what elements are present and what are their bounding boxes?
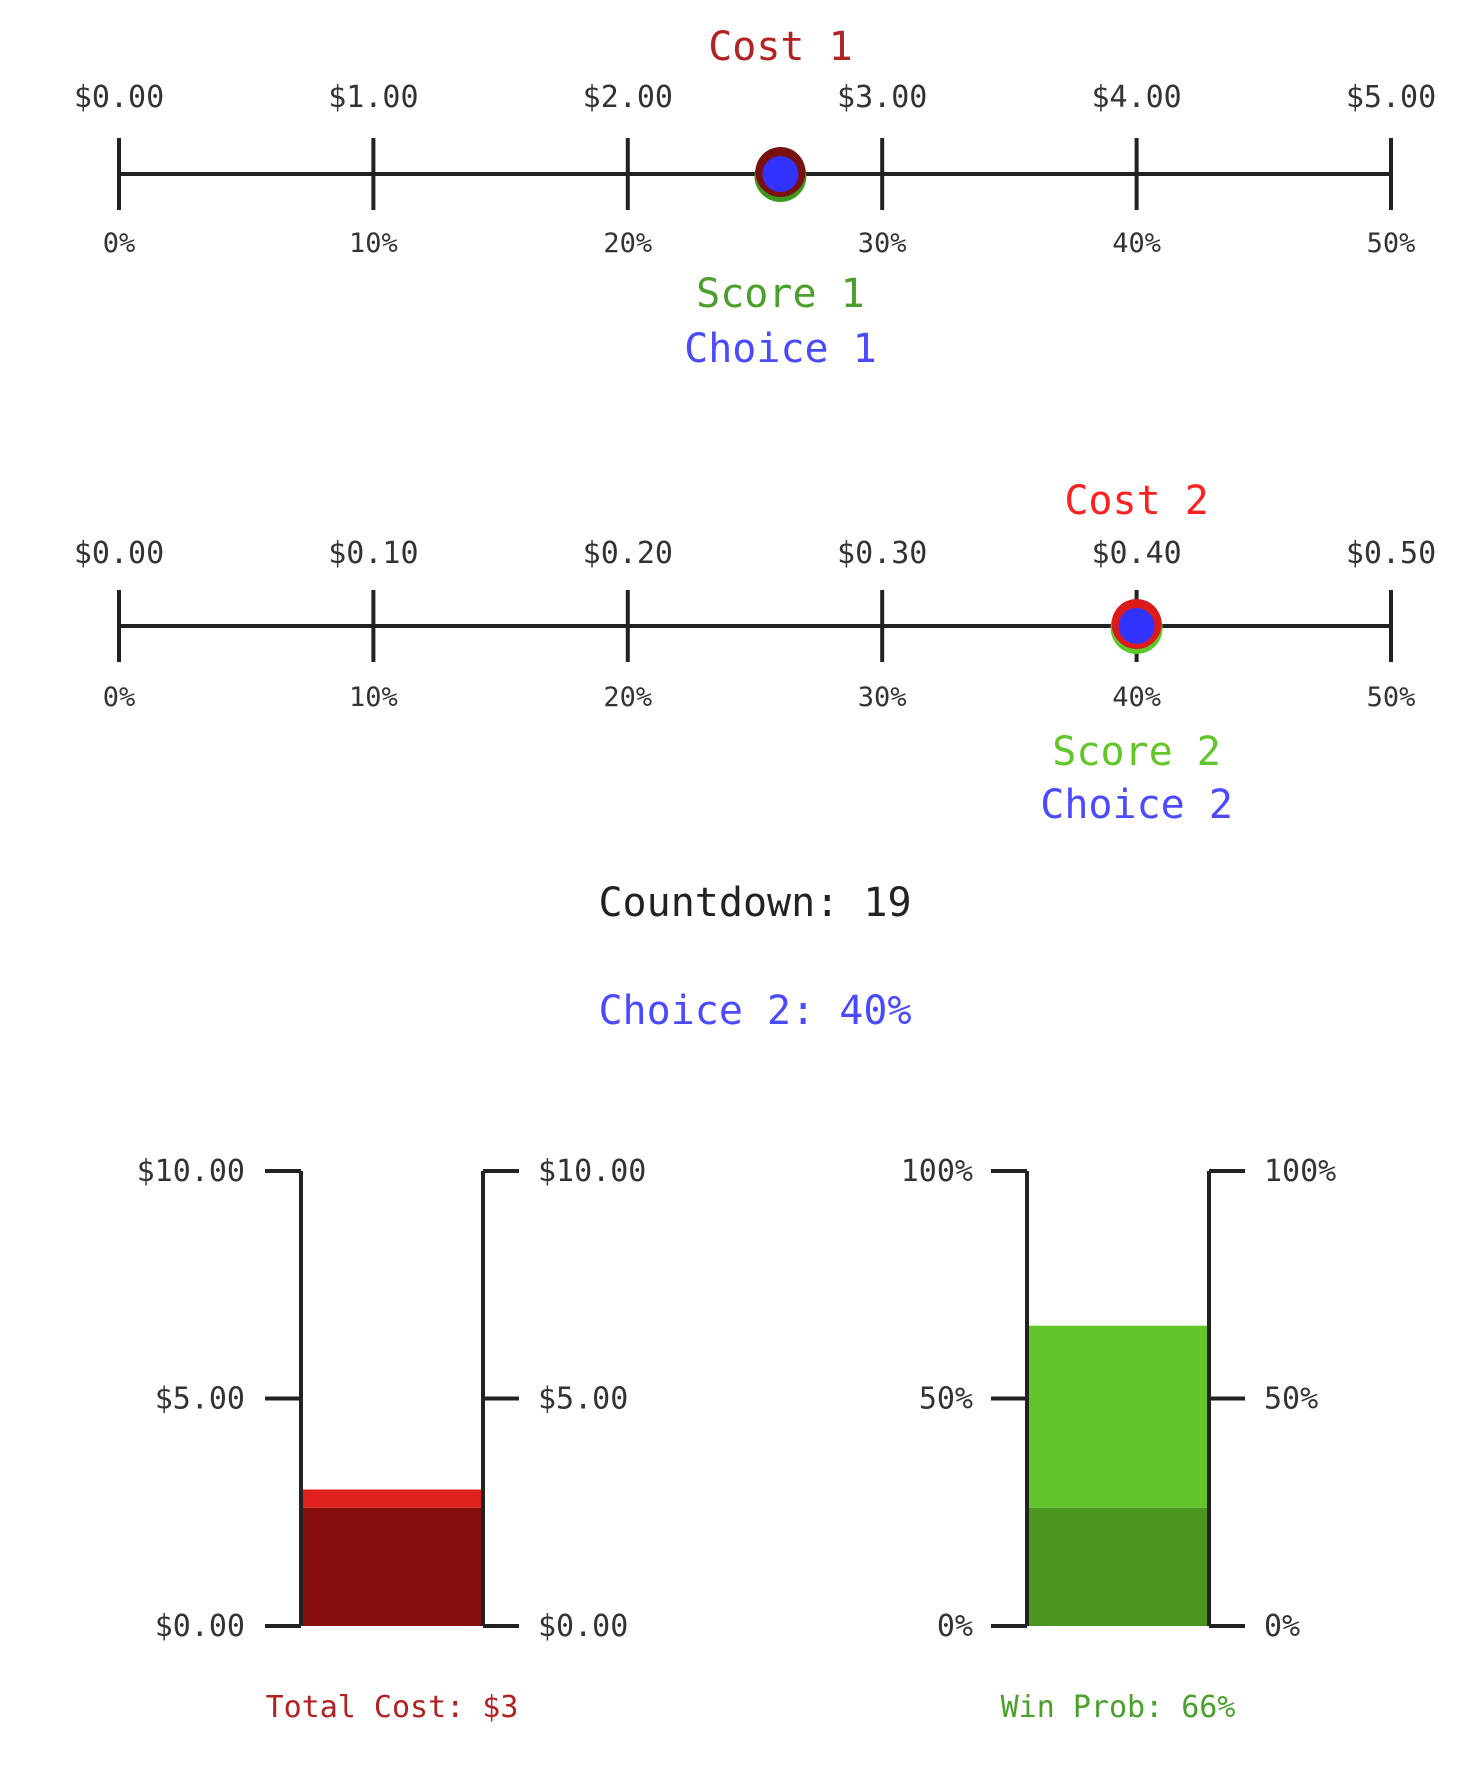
choice-slider-1[interactable]: $0.00 $1.00 $2.00 $3.00 $4.00 $5.00 0% 10% 20% 30… <box>74 24 1436 372</box>
gauge-left-tick-label: 50% <box>919 1382 973 1417</box>
cost-tick-label: $3.00 <box>837 80 927 115</box>
gauge-left-tick-label: 0% <box>937 1609 973 1644</box>
gauge-right-tick-label: $5.00 <box>538 1382 628 1417</box>
gauge-left-tick-label: $0.00 <box>155 1609 245 1644</box>
cost-tick-label: $0.00 <box>74 536 164 571</box>
percent-tick-label: 50% <box>1367 682 1416 713</box>
percent-tick-label: 30% <box>858 228 907 259</box>
gauge-left-tick-label: $10.00 <box>137 1154 245 1189</box>
gauge-caption: Win Prob: 66% <box>1001 1690 1236 1725</box>
percent-tick-label: 20% <box>603 682 652 713</box>
cost-tick-label: $0.20 <box>583 536 673 571</box>
cost-tick-label: $0.50 <box>1346 536 1436 571</box>
gauge-caption: Total Cost: $3 <box>266 1690 519 1725</box>
cost-tick-label: $0.30 <box>837 536 927 571</box>
cost-tick-label: $0.10 <box>328 536 418 571</box>
gauge-right-tick-label: 100% <box>1264 1154 1336 1189</box>
percent-tick-label: 40% <box>1112 682 1161 713</box>
percent-tick-label: 0% <box>103 682 136 713</box>
percent-tick-label: 10% <box>349 228 398 259</box>
gauge-right-tick-label: 50% <box>1264 1382 1318 1417</box>
choice-marker <box>762 156 799 192</box>
gauge-right-tick-label: $10.00 <box>538 1154 646 1189</box>
percent-tick-label: 50% <box>1367 228 1416 259</box>
cost-tick-label: $5.00 <box>1346 80 1436 115</box>
cost-tick-label: $0.00 <box>74 80 164 115</box>
percent-tick-label: 0% <box>103 228 136 259</box>
choice-label: Choice 1 <box>684 326 877 372</box>
cost-gauge: $10.00 $10.00 $5.00 $5.00 $0.00 $0.00 Total Co… <box>137 1154 647 1725</box>
win-gauge: 100% 100% 50% 50% 0% 0% Win Prob: 66% <box>901 1154 1337 1725</box>
percent-tick-label: 20% <box>603 228 652 259</box>
gauge-right-tick-label: 0% <box>1264 1609 1300 1644</box>
gauge-left-tick-label: $5.00 <box>155 1382 245 1417</box>
gauge-right-tick-label: $0.00 <box>538 1609 628 1644</box>
cost-tick-label: $4.00 <box>1091 80 1181 115</box>
cost-label: Cost 2 <box>1064 478 1209 524</box>
percent-tick-label: 30% <box>858 682 907 713</box>
gauge-fill-segment <box>1027 1507 1209 1626</box>
gauge-fill-segment <box>301 1507 483 1626</box>
cost-tick-label: $2.00 <box>583 80 673 115</box>
cost-tick-label: $0.40 <box>1091 536 1181 571</box>
score-label: Score 1 <box>696 271 865 317</box>
choice-label: Choice 2 <box>1040 782 1233 828</box>
percent-tick-label: 40% <box>1112 228 1161 259</box>
slider-handle[interactable] <box>754 147 807 202</box>
gauge-fill-segment <box>301 1489 483 1508</box>
score-label: Score 2 <box>1052 729 1221 775</box>
countdown-text: Countdown: 19 <box>598 880 911 926</box>
choice-marker <box>1118 608 1155 644</box>
gauge-left-tick-label: 100% <box>901 1154 973 1189</box>
choice-status-text: Choice 2: 40% <box>598 988 911 1034</box>
cost-tick-label: $1.00 <box>328 80 418 115</box>
cost-label: Cost 1 <box>708 24 853 70</box>
gauge-fill-segment <box>1027 1325 1209 1508</box>
choice-slider-2[interactable]: $0.00 $0.10 $0.20 $0.30 $0.40 $0.50 0% 10% 20% 30… <box>74 478 1436 828</box>
slider-handle[interactable] <box>1110 599 1163 654</box>
percent-tick-label: 10% <box>349 682 398 713</box>
